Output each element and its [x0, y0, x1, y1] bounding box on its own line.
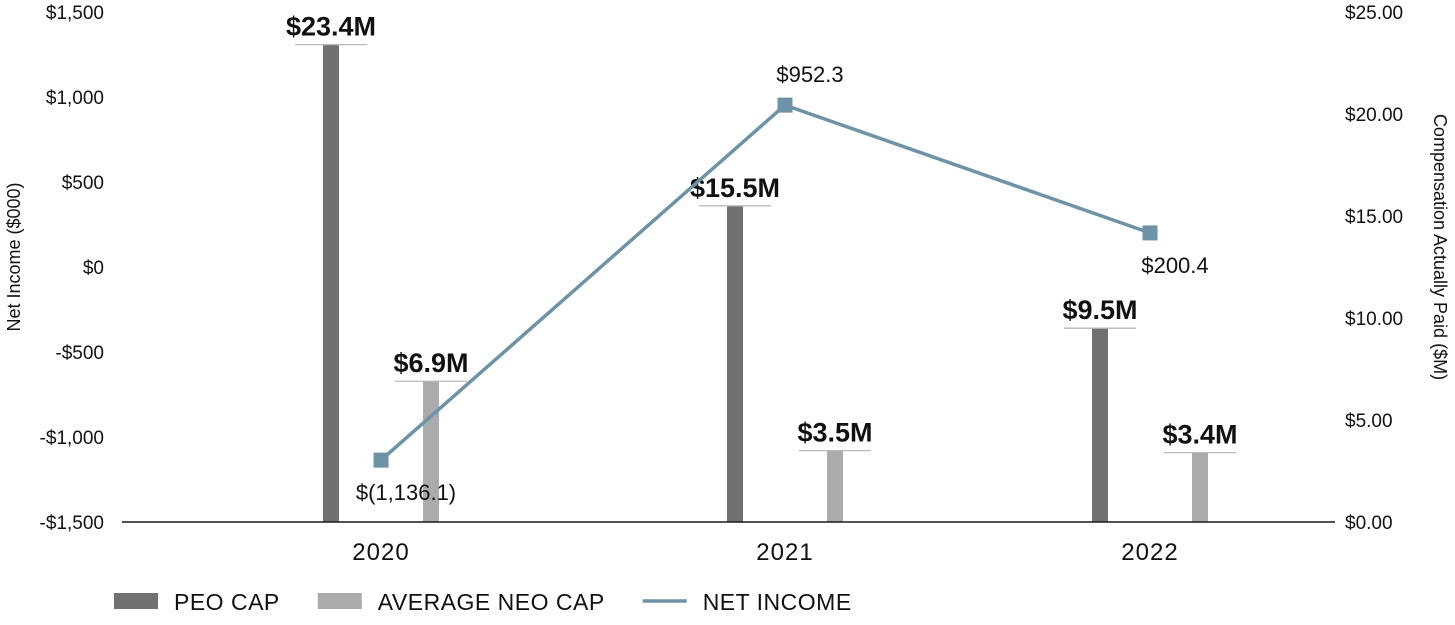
right-axis-tick-label: $5.00: [1345, 411, 1393, 432]
bar-data-label: $9.5M: [1062, 295, 1137, 325]
right-axis-tick-label: $15.00: [1345, 207, 1403, 228]
x-axis-category-label: 2022: [1121, 539, 1178, 566]
bar-data-label: $3.5M: [797, 418, 872, 448]
legend-swatch-average-neo-cap: [317, 593, 362, 609]
net-income-point: [777, 97, 793, 113]
right-axis-tick-label: $25.00: [1345, 3, 1403, 24]
net-income-point: [373, 452, 389, 468]
bar-data-label: $6.9M: [393, 348, 468, 378]
net-income-data-label: $200.4: [1141, 253, 1208, 278]
legend-label: PEO CAP: [174, 589, 280, 615]
left-axis-tick-label: $1,500: [46, 3, 104, 24]
legend-label: AVERAGE NEO CAP: [378, 589, 605, 615]
net-income-data-label: $(1,136.1): [356, 480, 456, 505]
right-axis-tick-label: $10.00: [1345, 309, 1403, 330]
bar-average-neo-cap: [827, 450, 843, 522]
x-axis-category-label: 2020: [352, 539, 409, 566]
left-axis-tick-label: -$1,500: [40, 513, 104, 534]
bar-data-label: $15.5M: [690, 173, 780, 203]
left-axis-tick-label: $500: [62, 173, 104, 194]
net-income-data-label: $952.3: [776, 62, 843, 87]
net-income-line: [379, 103, 1151, 462]
bar-average-neo-cap: [423, 381, 439, 522]
bar-average-neo-cap: [1192, 452, 1208, 522]
bar-peo-cap: [727, 205, 743, 523]
x-axis-category-label: 2021: [756, 539, 813, 566]
legend-label: NET INCOME: [703, 589, 852, 615]
left-axis-title: Net Income ($000): [4, 182, 24, 331]
bar-data-label: $3.4M: [1162, 420, 1237, 450]
left-axis-tick-label: $1,000: [46, 88, 104, 109]
legend-swatch-peo-cap: [114, 593, 158, 609]
bar-data-label: $23.4M: [286, 12, 376, 42]
right-axis-tick-label: $0.00: [1345, 513, 1393, 534]
left-axis-tick-label: -$1,000: [40, 428, 104, 449]
left-axis-tick-label: -$500: [55, 343, 104, 364]
bar-peo-cap: [323, 44, 339, 522]
bar-peo-cap: [1092, 328, 1108, 522]
right-axis-tick-label: $20.00: [1345, 105, 1403, 126]
left-axis-tick-label: $0: [83, 258, 104, 279]
net-income-point: [1142, 225, 1158, 241]
right-axis-title: Compensation Actually Paid ($M): [1430, 114, 1450, 380]
